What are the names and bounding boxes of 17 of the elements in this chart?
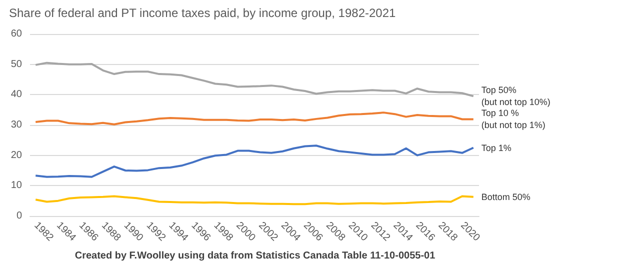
series-label: Top 50% (but not top 10%) [481,85,550,108]
chart-title: Share of federal and PT income taxes paid, by income group, 1982-2021 [9,6,396,20]
y-tick-label: 50 [10,58,22,70]
y-tick-label: 30 [10,120,22,130]
line-series [34,144,474,178]
series-label: Top 1% [481,142,512,153]
series-label: Bottom 50% [481,192,530,202]
series-label: Top 10 % (but not top 1%) [481,108,546,130]
y-tick-label: 40 [10,89,22,100]
y-tick-label: 20 [10,150,22,161]
y-tick-label: 60 [10,28,22,40]
line-series [34,195,474,206]
line-series [34,112,474,126]
line-series [34,62,474,98]
y-tick-label: 0 [16,210,22,222]
text: Created by F.Woolley using data from Statistics Canada Table 11-10-0055-01 [74,250,436,262]
y-tick-label: 10 [10,180,22,192]
